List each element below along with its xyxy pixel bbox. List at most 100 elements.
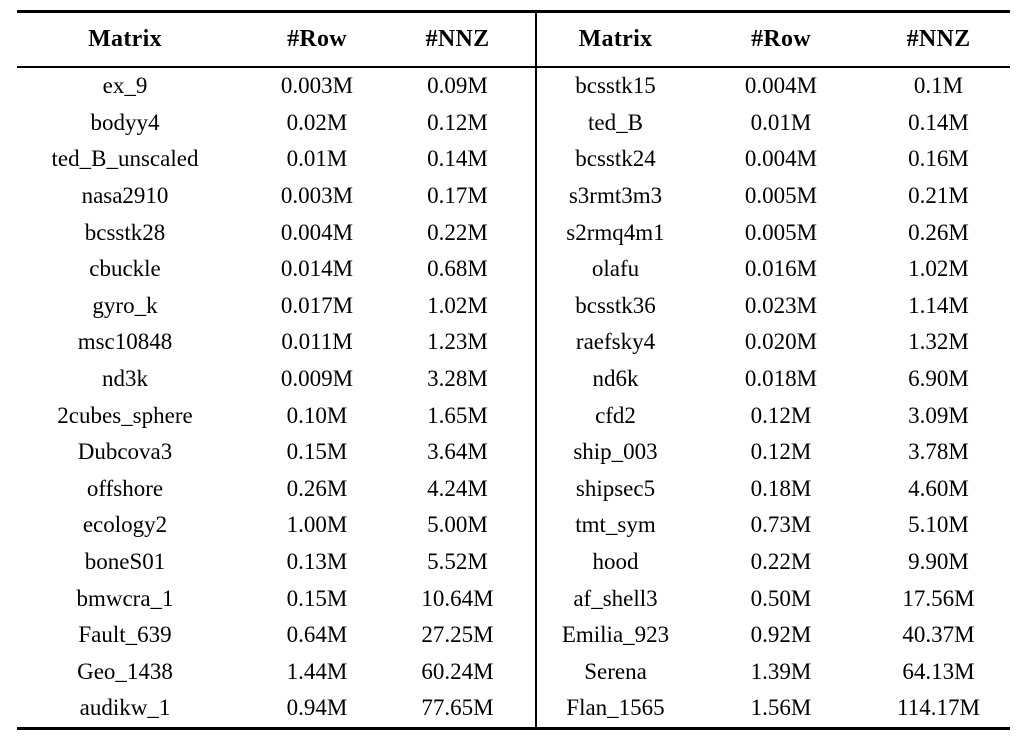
row-count-cell-right: 0.018M <box>744 366 818 392</box>
nnz-count-cell-left: 27.25M <box>421 622 494 648</box>
matrix-name-cell-left: ex_9 <box>102 73 148 99</box>
matrix-name-cell-right: cfd2 <box>595 402 636 428</box>
row-count-cell-right: 1.56M <box>750 695 812 721</box>
row-count-cell-left: 0.13M <box>286 549 348 575</box>
matrix-name-cell-right: af_shell3 <box>573 585 658 611</box>
nnz-count-cell-right: 1.14M <box>908 292 969 318</box>
nnz-count-cell-right: 4.60M <box>908 475 969 501</box>
nnz-count-cell-left: 0.14M <box>427 146 488 172</box>
table-row: bodyy4 0.02M 0.12M ted_B 0.01M 0.14M <box>17 105 1010 142</box>
matrix-name-cell-right: s3rmt3m3 <box>568 183 663 209</box>
row-count-cell-right: 0.016M <box>744 256 818 282</box>
matrix-name-cell-right: bcsstk15 <box>575 73 656 99</box>
nnz-count-cell-left: 0.12M <box>427 109 488 135</box>
table-body: ex_9 0.003M 0.09M bcsstk15 0.004M 0.1M b… <box>17 67 1010 728</box>
matrix-name-cell-left: nd3k <box>102 366 148 392</box>
table-row: Geo_1438 1.44M 60.24M Serena 1.39M 64.13… <box>17 654 1010 691</box>
table-row: ex_9 0.003M 0.09M bcsstk15 0.004M 0.1M <box>17 67 1010 105</box>
row-count-cell-left: 0.017M <box>280 292 354 318</box>
nnz-count-cell-left: 0.68M <box>427 256 488 282</box>
column-header-row-right: #Row <box>695 11 867 68</box>
nnz-count-cell-left: 60.24M <box>421 658 494 684</box>
row-count-cell-right: 0.50M <box>750 585 812 611</box>
nnz-count-cell-right: 9.90M <box>908 549 969 575</box>
nnz-count-cell-right: 3.78M <box>908 439 969 465</box>
matrix-name-cell-right: Emilia_923 <box>561 622 670 648</box>
nnz-count-cell-right: 1.02M <box>908 256 969 282</box>
matrix-name-cell-left: cbuckle <box>89 256 161 282</box>
matrix-name-cell-right: tmt_sym <box>575 512 656 538</box>
nnz-count-cell-left: 0.09M <box>427 73 488 99</box>
matrix-name-cell-right: raefsky4 <box>575 329 656 355</box>
row-count-cell-left: 0.009M <box>280 366 354 392</box>
row-count-cell-right: 0.004M <box>744 73 818 99</box>
nnz-count-cell-right: 6.90M <box>908 366 969 392</box>
row-count-cell-left: 0.94M <box>286 695 348 721</box>
nnz-count-cell-right: 114.17M <box>897 695 980 721</box>
table-row: nd3k 0.009M 3.28M nd6k 0.018M 6.90M <box>17 361 1010 398</box>
table-row: Fault_639 0.64M 27.25M Emilia_923 0.92M … <box>17 617 1010 654</box>
matrix-name-cell-left: gyro_k <box>92 292 158 318</box>
matrix-name-cell-left: boneS01 <box>84 549 166 575</box>
nnz-count-cell-right: 5.10M <box>908 512 969 538</box>
table-row: gyro_k 0.017M 1.02M bcsstk36 0.023M 1.14… <box>17 288 1010 325</box>
matrix-name-cell-left: offshore <box>86 475 164 501</box>
table-row: nasa2910 0.003M 0.17M s3rmt3m3 0.005M 0.… <box>17 178 1010 215</box>
matrix-benchmark-table-wrap: Matrix #Row #NNZ Matrix #Row #NNZ ex_9 0… <box>17 10 1010 730</box>
matrix-name-cell-left: bodyy4 <box>90 109 160 135</box>
table-row: ecology2 1.00M 5.00M tmt_sym 0.73M 5.10M <box>17 507 1010 544</box>
nnz-count-cell-left: 0.22M <box>427 219 488 245</box>
matrix-name-cell-right: olafu <box>591 256 640 282</box>
row-count-cell-left: 1.00M <box>286 512 348 538</box>
row-count-cell-right: 0.023M <box>744 292 818 318</box>
column-header-nnz-left: #NNZ <box>401 11 536 68</box>
matrix-name-cell-right: bcsstk24 <box>575 146 656 172</box>
row-count-cell-right: 0.01M <box>750 109 812 135</box>
row-count-cell-right: 0.020M <box>744 329 818 355</box>
matrix-benchmark-table: Matrix #Row #NNZ Matrix #Row #NNZ ex_9 0… <box>17 10 1010 730</box>
table-row: bcsstk28 0.004M 0.22M s2rmq4m1 0.005M 0.… <box>17 214 1010 251</box>
column-header-matrix-left: Matrix <box>17 11 233 68</box>
row-count-cell-left: 0.64M <box>286 622 348 648</box>
table-row: msc10848 0.011M 1.23M raefsky4 0.020M 1.… <box>17 324 1010 361</box>
row-count-cell-left: 0.02M <box>286 109 348 135</box>
matrix-name-cell-left: audikw_1 <box>79 695 171 721</box>
table-row: ted_B_unscaled 0.01M 0.14M bcsstk24 0.00… <box>17 141 1010 178</box>
nnz-count-cell-right: 64.13M <box>902 658 975 684</box>
column-header-row-left: #Row <box>233 11 401 68</box>
row-count-cell-right: 0.004M <box>744 146 818 172</box>
row-count-cell-right: 0.92M <box>750 622 812 648</box>
matrix-name-cell-left: ecology2 <box>82 512 168 538</box>
column-group-divider <box>534 10 537 730</box>
matrix-name-cell-right: ship_003 <box>573 439 658 465</box>
matrix-name-cell-left: nasa2910 <box>81 183 169 209</box>
nnz-count-cell-left: 3.64M <box>427 439 488 465</box>
row-count-cell-left: 0.15M <box>286 439 348 465</box>
column-header-nnz-right: #NNZ <box>867 11 1010 68</box>
nnz-count-cell-right: 1.32M <box>908 329 969 355</box>
row-count-cell-left: 0.003M <box>280 73 354 99</box>
row-count-cell-right: 0.12M <box>750 402 812 428</box>
nnz-count-cell-right: 17.56M <box>902 585 975 611</box>
matrix-name-cell-left: Dubcova3 <box>77 439 173 465</box>
matrix-name-cell-right: Flan_1565 <box>566 695 665 721</box>
row-count-cell-right: 0.18M <box>750 475 812 501</box>
row-count-cell-right: 0.005M <box>744 219 818 245</box>
row-count-cell-left: 0.15M <box>286 585 348 611</box>
table-row: cbuckle 0.014M 0.68M olafu 0.016M 1.02M <box>17 251 1010 288</box>
row-count-cell-right: 0.22M <box>750 549 812 575</box>
matrix-name-cell-left: ted_B_unscaled <box>51 146 199 172</box>
row-count-cell-left: 0.003M <box>280 183 354 209</box>
matrix-name-cell-right: nd6k <box>592 366 639 392</box>
nnz-count-cell-left: 77.65M <box>421 695 494 721</box>
table-row: bmwcra_1 0.15M 10.64M af_shell3 0.50M 17… <box>17 580 1010 617</box>
table-row: 2cubes_sphere 0.10M 1.65M cfd2 0.12M 3.0… <box>17 397 1010 434</box>
table-row: boneS01 0.13M 5.52M hood 0.22M 9.90M <box>17 544 1010 581</box>
table-row: audikw_1 0.94M 77.65M Flan_1565 1.56M 11… <box>17 690 1010 728</box>
nnz-count-cell-right: 0.1M <box>913 73 964 99</box>
row-count-cell-left: 0.014M <box>280 256 354 282</box>
matrix-name-cell-left: 2cubes_sphere <box>57 402 193 428</box>
nnz-count-cell-left: 4.24M <box>427 475 488 501</box>
nnz-count-cell-left: 1.65M <box>427 402 488 428</box>
table-header: Matrix #Row #NNZ Matrix #Row #NNZ <box>17 11 1010 68</box>
